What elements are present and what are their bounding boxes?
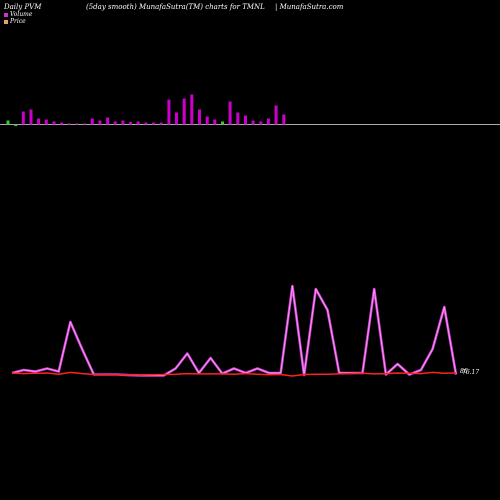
- volume-bar: [129, 121, 133, 125]
- volume-bar: [14, 124, 18, 127]
- volume-bar: [121, 120, 125, 125]
- volume-bar: [52, 121, 56, 125]
- volume-bar: [113, 121, 117, 125]
- legend-volume-label: Volume: [10, 11, 33, 18]
- volume-bar: [44, 119, 48, 125]
- volume-bar: [175, 112, 178, 125]
- volume-bar: [266, 118, 270, 125]
- legend-price: Price: [4, 18, 26, 25]
- price-line: [11, 371, 457, 377]
- chart-title: (5day smooth) MunafaSutra(TM) charts for…: [86, 3, 265, 11]
- volume-bar: [21, 111, 25, 125]
- volume-bar: [167, 99, 171, 125]
- volume-bar: [106, 117, 110, 125]
- volume-bar: [274, 105, 278, 125]
- volume-bar: [37, 118, 41, 125]
- volume-bar: [228, 101, 232, 125]
- legend-volume: Volume: [4, 11, 32, 18]
- volume-bars: [6, 94, 286, 127]
- volume-bar: [6, 120, 10, 125]
- volume-bar: [198, 109, 201, 125]
- end-value-label: 86: [460, 368, 468, 375]
- volume-bar: [213, 119, 217, 125]
- volume-bar: [83, 123, 87, 125]
- volume-bar: [60, 122, 64, 125]
- volume-bar: [136, 121, 140, 125]
- volume-bar: [29, 109, 33, 125]
- volume-bar: [90, 118, 94, 125]
- volume-bar: [221, 121, 224, 125]
- volume-bar: [182, 98, 186, 125]
- volume-bar: [251, 120, 255, 125]
- volume-bar: [75, 123, 79, 125]
- volume-bar: [236, 112, 240, 125]
- volume-bar: [205, 116, 209, 125]
- volume-bar: [159, 122, 163, 125]
- legend-volume-swatch: [4, 12, 8, 17]
- chart-label: Daily PVM: [4, 3, 42, 11]
- legend-price-label: Price: [10, 18, 26, 25]
- volume-bar: [282, 114, 286, 125]
- volume-bar: [259, 121, 263, 125]
- volume-bar: [152, 122, 155, 125]
- volume-bar: [190, 94, 194, 125]
- volume-bar: [244, 115, 247, 125]
- legend-price-swatch: [4, 19, 8, 24]
- price-volume-lines: [11, 284, 458, 377]
- volume-bar: [98, 120, 102, 125]
- volume-bar: [67, 123, 71, 125]
- end-value-label: 76.17: [462, 369, 479, 376]
- volume-bar: [144, 122, 148, 125]
- site-credit: | MunafaSutra.com: [275, 3, 344, 11]
- pvm-line: [11, 285, 457, 376]
- pvm-line-outer: [11, 284, 458, 377]
